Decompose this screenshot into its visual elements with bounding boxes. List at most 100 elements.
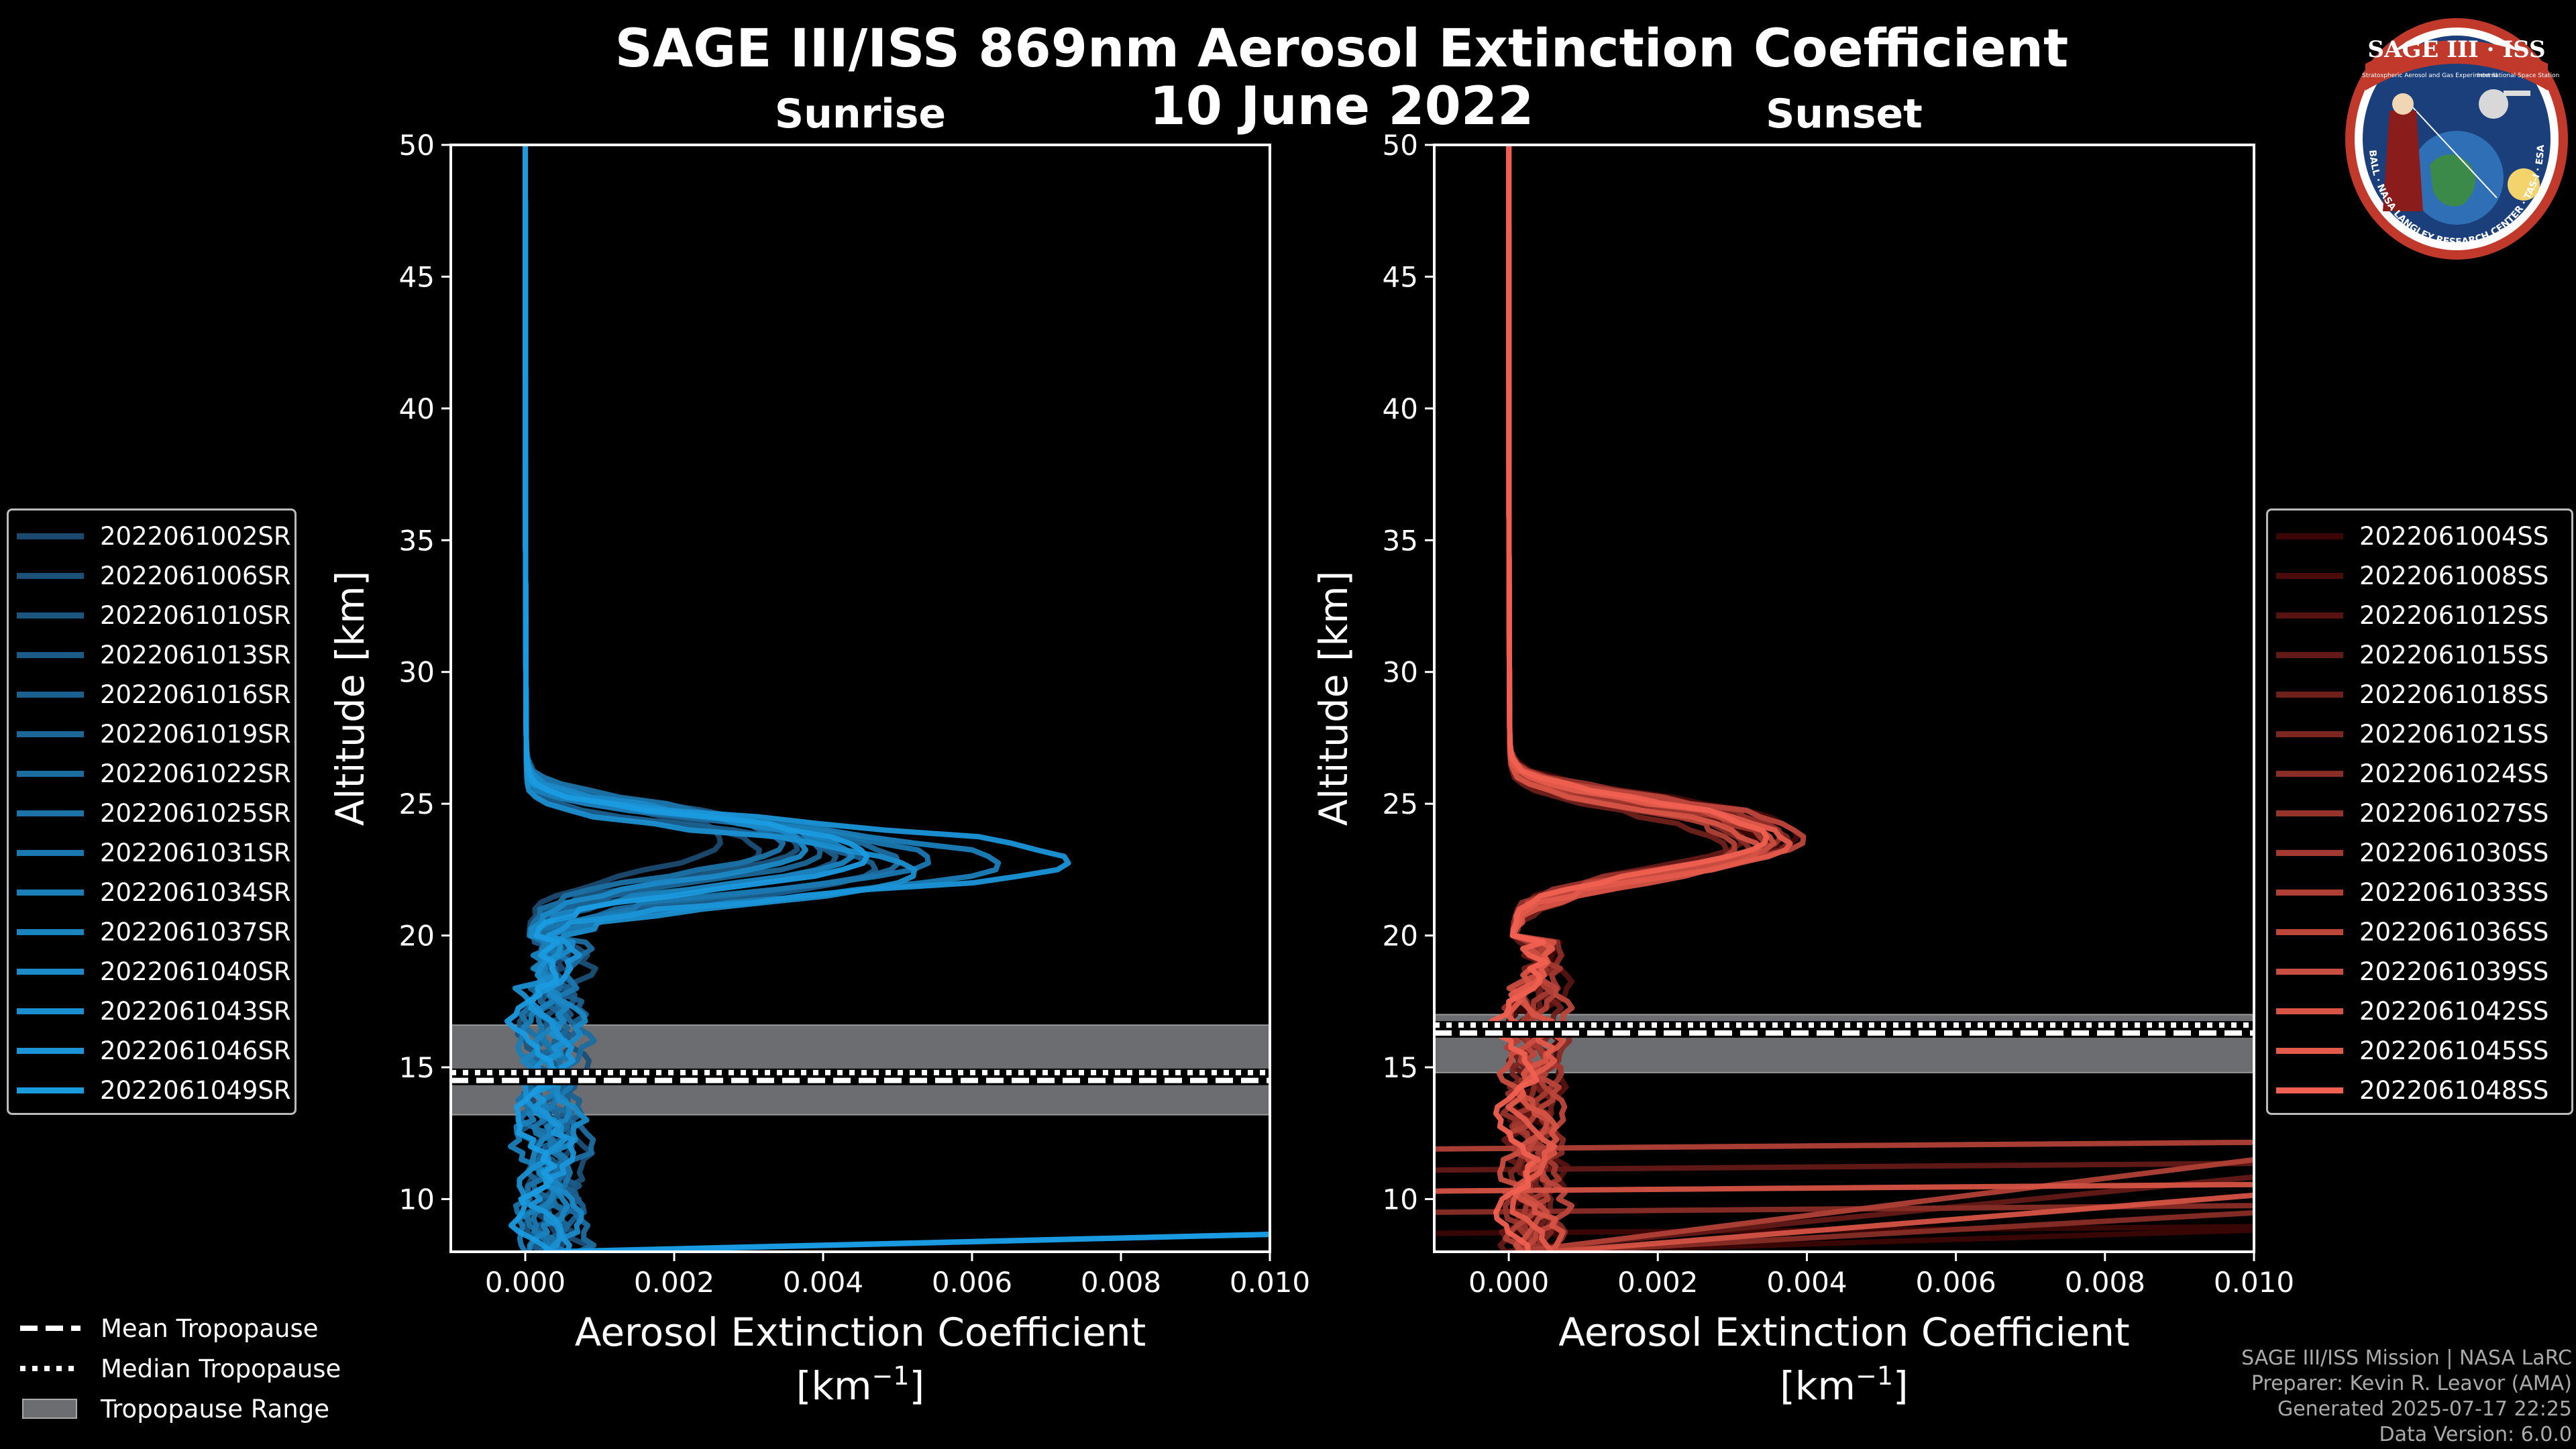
legend-label: 2022061040SR [100, 957, 291, 986]
legend-swatch [17, 968, 84, 975]
sunset-legend-item: 2022061008SS [2268, 557, 2548, 594]
sunrise-xtick-label: 0.004 [783, 1266, 863, 1299]
tropopause-range-legend-item: Tropopause Range [20, 1389, 341, 1429]
sunset-xtick-label: 0.000 [1468, 1266, 1549, 1299]
sunset-ytick-label: 10 [1383, 1183, 1418, 1216]
legend-swatch [2276, 651, 2343, 658]
sunrise-ytick-label: 20 [399, 920, 435, 953]
sunset-profile-2022061015SS [1434, 145, 2254, 1252]
legend-label: 2022061039SS [2359, 957, 2549, 986]
legend-label: 2022061043SR [100, 996, 291, 1026]
sage-iii-iss-logo: SAGE III · ISS Stratospheric Aerosol and… [2345, 18, 2568, 260]
legend-swatch [2276, 1008, 2343, 1014]
mean-tropopause-label: Mean Tropopause [101, 1313, 319, 1343]
legend-swatch [17, 1047, 84, 1054]
sunset-plot-area [1434, 145, 2254, 1252]
sunset-legend-item: 2022061042SS [2268, 992, 2548, 1030]
sunrise-legend-item: 2022061022SR [9, 755, 291, 792]
sunset-ytick-label: 25 [1383, 788, 1418, 820]
legend-label: 2022061036SS [2359, 917, 2549, 947]
legend-label: 2022061030SS [2359, 838, 2549, 867]
legend-label: 2022061012SS [2359, 600, 2549, 630]
legend-swatch [2276, 889, 2343, 896]
sunrise-ytick-label: 35 [399, 524, 435, 557]
legend-swatch [17, 572, 84, 579]
sunrise-xtick-label: 0.002 [634, 1266, 714, 1299]
sunset-profile-2022061030SS [1506, 145, 1769, 1252]
sunset-legend-item: 2022061012SS [2268, 596, 2548, 634]
footer-preparer: Preparer: Kevin R. Leavor (AMA) [2251, 1372, 2572, 1395]
median-tropopause-legend-item: Median Tropopause [20, 1348, 341, 1389]
sunrise-axes-frame [449, 144, 1271, 1253]
sunset-ytick-label: 15 [1383, 1051, 1418, 1084]
legend-swatch [17, 651, 84, 658]
legend-swatch [2276, 1087, 2343, 1093]
sunset-ytick-label: 40 [1383, 392, 1418, 425]
sunrise-legend-item: 2022061006SR [9, 557, 291, 594]
sunset-xlabel: Aerosol Extinction Coefficient [1558, 1309, 2130, 1355]
sunrise-subplot-title: Sunrise [775, 91, 946, 138]
sunrise-legend-item: 2022061002SR [9, 517, 291, 555]
dashed-line-icon [20, 1326, 80, 1331]
sunrise-ytick-label: 45 [399, 260, 435, 293]
legend-label: 2022061013SR [100, 640, 291, 669]
legend-swatch [17, 928, 84, 935]
sunset-profile-2022061024SS [1434, 145, 2254, 1252]
footer-credits: SAGE III/ISS Mission | NASA LaRC Prepare… [2241, 1346, 2572, 1448]
legend-label: 2022061048SS [2359, 1075, 2549, 1105]
sunset-legend-item: 2022061045SS [2268, 1032, 2548, 1069]
sunset-legend-item: 2022061021SS [2268, 715, 2548, 753]
sunset-legend-item: 2022061027SS [2268, 794, 2548, 832]
figure-title-line1: SAGE III/ISS 869nm Aerosol Extinction Co… [614, 19, 2069, 79]
legend-swatch [2276, 612, 2343, 619]
legend-swatch [17, 731, 84, 737]
sunrise-ytick-label: 25 [399, 788, 435, 820]
legend-label: 2022061004SS [2359, 521, 2549, 551]
sunrise-legend-item: 2022061046SR [9, 1032, 291, 1069]
sunset-ylabel: Altitude [km] [1311, 571, 1356, 826]
legend-label: 2022061024SS [2359, 759, 2549, 788]
sunset-legend: 2022061004SS 2022061008SS 2022061012SS 2022… [2266, 508, 2573, 1115]
legend-swatch [2276, 572, 2343, 579]
legend-label: 2022061037SR [100, 917, 291, 947]
legend-swatch [2276, 928, 2343, 935]
sunrise-xtick-label: 0.010 [1230, 1266, 1310, 1299]
sunrise-legend-item: 2022061043SR [9, 992, 291, 1030]
legend-swatch [2276, 770, 2343, 777]
legend-swatch [2276, 968, 2343, 975]
legend-label: 2022061042SS [2359, 996, 2549, 1026]
sunrise-legend-item: 2022061040SR [9, 953, 291, 990]
legend-label: 2022061010SR [100, 600, 291, 630]
svg-text:SAGE III · ISS: SAGE III · ISS [2367, 36, 2545, 63]
sunset-xtick-label: 0.010 [2214, 1266, 2294, 1299]
sunset-xtick-label: 0.008 [2065, 1266, 2145, 1299]
sunset-plot: 10 15 20 25 30 35 40 45 50 0.000 0.002 0.004 0.006 0.… [1311, 91, 2294, 1409]
legend-label: 2022061022SR [100, 759, 291, 788]
footer-mission: SAGE III/ISS Mission | NASA LaRC [2241, 1346, 2572, 1370]
tropopause-range-label: Tropopause Range [101, 1394, 330, 1424]
sunset-ytick-label: 45 [1383, 260, 1418, 293]
sunset-xtick-label: 0.002 [1617, 1266, 1698, 1299]
sunset-legend-item: 2022061018SS [2268, 676, 2548, 713]
tropopause-legend: Mean Tropopause Median Tropopause Tropop… [20, 1308, 341, 1429]
sunset-xlabel-units: [km−1] [1780, 1361, 1908, 1409]
mean-tropopause-legend-item: Mean Tropopause [20, 1308, 341, 1348]
legend-swatch [2276, 810, 2343, 816]
sunrise-legend-item: 2022061010SR [9, 596, 291, 634]
legend-swatch [17, 849, 84, 856]
sunset-subplot-title: Sunset [1766, 91, 1923, 138]
median-tropopause-label: Median Tropopause [101, 1354, 341, 1383]
sunset-legend-item: 2022061036SS [2268, 913, 2548, 951]
sunset-ytick-label: 20 [1383, 920, 1418, 953]
legend-label: 2022061008SS [2359, 561, 2549, 590]
legend-label: 2022061002SR [100, 521, 291, 551]
legend-swatch [17, 1087, 84, 1093]
sunrise-xtick-label: 0.006 [932, 1266, 1012, 1299]
legend-swatch [17, 1008, 84, 1014]
legend-swatch [17, 889, 84, 896]
footer-generated: Generated 2025-07-17 22:25 [2277, 1397, 2572, 1421]
sunrise-legend: 2022061002SR 2022061006SR 2022061010SR 2022… [7, 508, 297, 1115]
footer-version: Data Version: 6.0.0 [2379, 1423, 2572, 1446]
sunrise-xtick-label: 0.008 [1081, 1266, 1161, 1299]
